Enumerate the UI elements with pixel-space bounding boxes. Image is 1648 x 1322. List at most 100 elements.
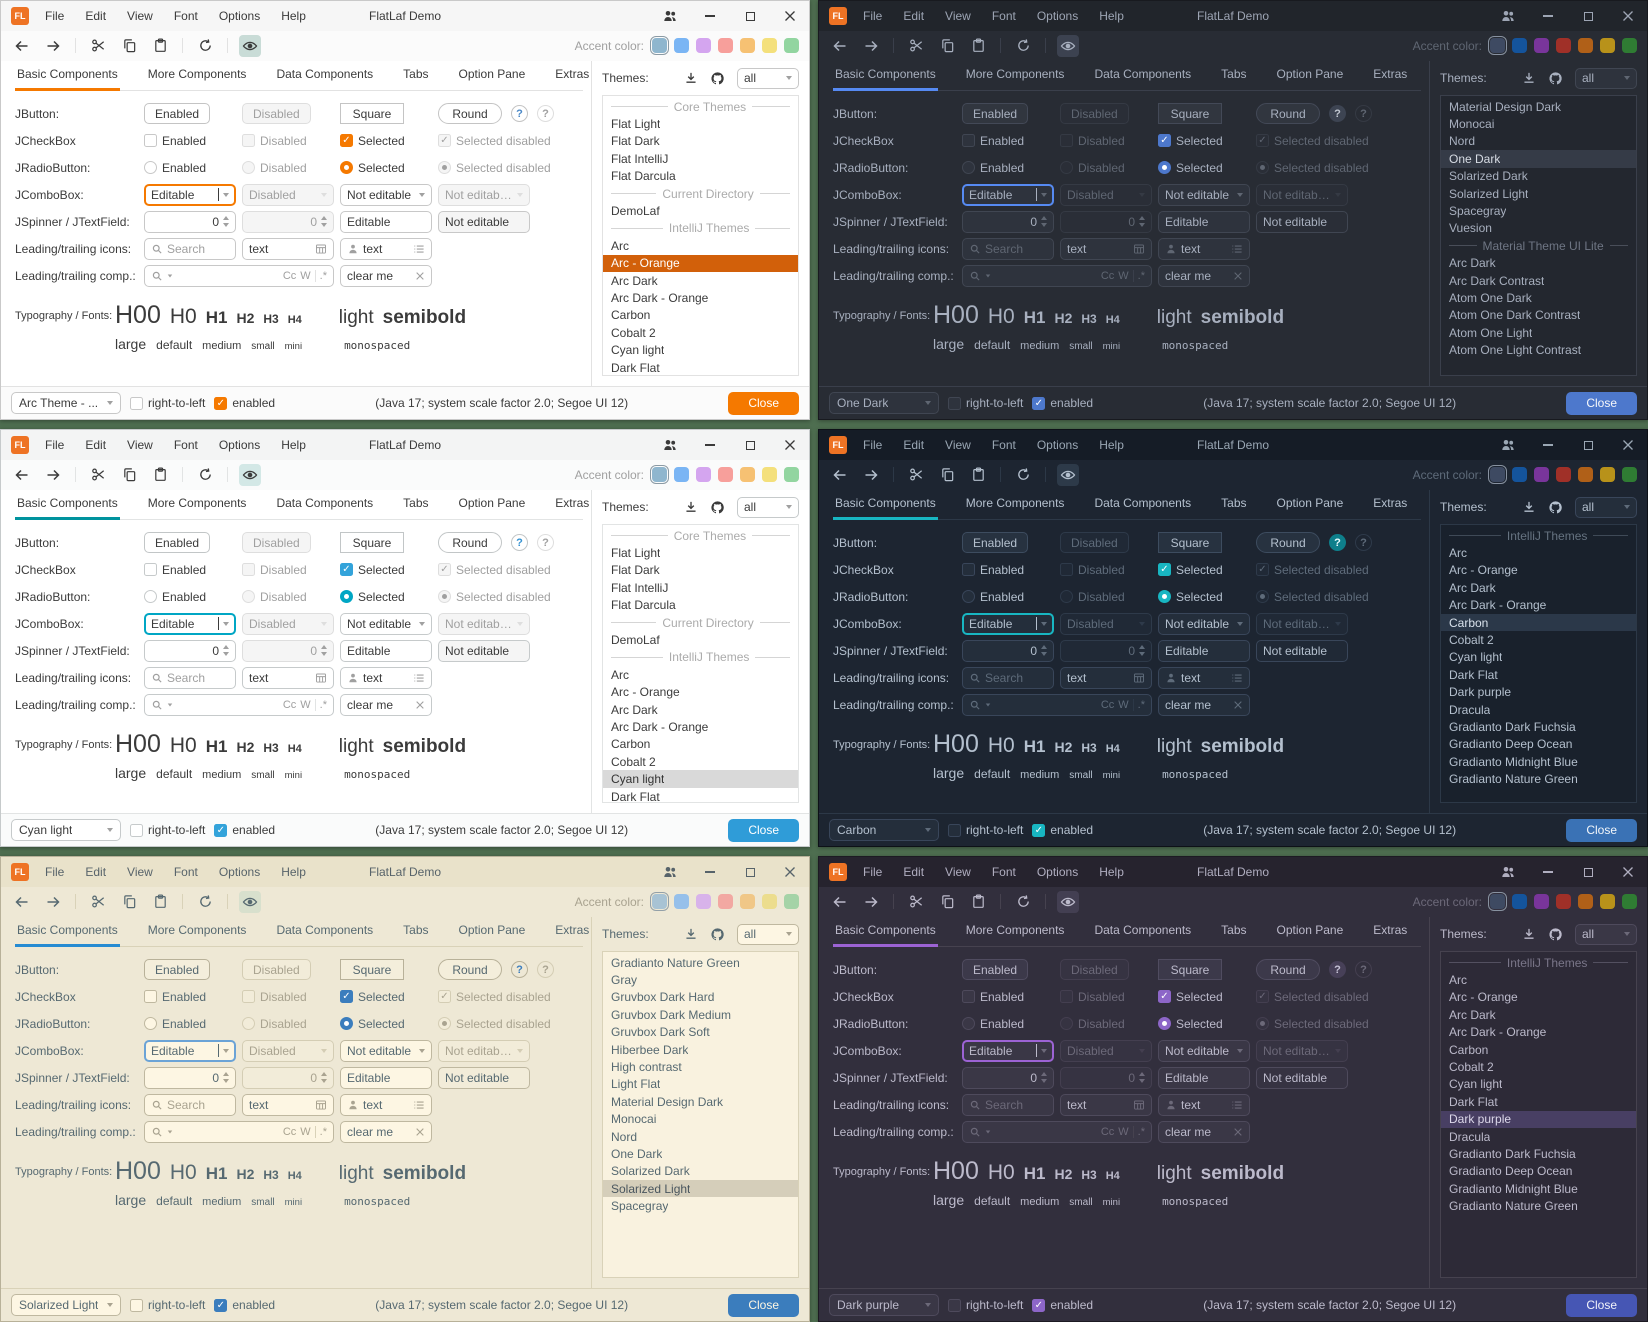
show-hidden-eye-toggle[interactable] (1057, 463, 1079, 486)
chevron-down-icon[interactable] (419, 621, 425, 626)
text-input-user-list[interactable]: text (340, 237, 432, 260)
theme-list-item[interactable]: Arc Dark - Orange (1441, 597, 1636, 614)
theme-list-item[interactable]: Material Design Dark (603, 1093, 798, 1110)
theme-list-item[interactable]: Gradianto Nature Green (603, 954, 798, 971)
spinner-arrows[interactable] (223, 1072, 229, 1083)
accent-color-swatch[interactable] (1556, 467, 1571, 482)
accent-color-swatch[interactable] (1600, 894, 1615, 909)
round-button[interactable]: Round (438, 532, 502, 553)
minimize-button[interactable] (1539, 436, 1557, 454)
menu-item[interactable]: Help (281, 9, 306, 23)
users-icon[interactable] (1499, 436, 1517, 454)
chevron-down-icon[interactable] (1624, 76, 1630, 80)
accent-color-swatch[interactable] (1578, 467, 1593, 482)
spinner-arrows[interactable] (1041, 645, 1047, 656)
tab[interactable]: Basic Components (833, 67, 938, 91)
menu-item[interactable]: Options (218, 865, 261, 879)
checkbox-checked[interactable] (1032, 1298, 1046, 1312)
theme-list-item[interactable]: Dark purple (1441, 684, 1636, 701)
theme-list-item[interactable]: High contrast (603, 1058, 798, 1075)
clear-x-icon[interactable] (415, 271, 425, 281)
cut-icon[interactable] (905, 891, 927, 913)
checkbox-enabled[interactable] (962, 990, 975, 1003)
tab[interactable]: Basic Components (15, 496, 120, 520)
radio-selected[interactable] (340, 161, 353, 174)
chevron-down-icon[interactable] (786, 932, 792, 936)
clear-me-input[interactable]: clear me (340, 693, 432, 716)
radio-enabled[interactable] (144, 161, 157, 174)
accent-color-swatch[interactable] (674, 467, 689, 482)
text-input-calendar[interactable]: text (242, 237, 334, 260)
theme-list-item[interactable]: IntelliJ Themes (603, 220, 798, 237)
download-icon[interactable] (684, 927, 698, 941)
users-icon[interactable] (1499, 863, 1517, 881)
tab[interactable]: Extras (555, 496, 590, 510)
theme-list-item[interactable]: DemoLaf (603, 202, 798, 219)
checkbox[interactable] (130, 1298, 143, 1312)
back-button[interactable] (11, 891, 33, 913)
themes-filter-select[interactable]: all (737, 67, 799, 89)
menu-item[interactable]: Edit (903, 9, 925, 23)
refresh-icon[interactable] (1012, 891, 1034, 913)
checkbox-selected[interactable] (1158, 563, 1171, 576)
textfield-editable[interactable]: Editable (340, 639, 432, 662)
text-input-user-list[interactable]: text (1158, 666, 1250, 689)
checkbox-enabled[interactable] (962, 563, 975, 576)
enabled-checkbox[interactable]: enabled (214, 823, 275, 837)
regex-toggle[interactable]: .* (1137, 1125, 1145, 1138)
theme-list-item[interactable]: Monocai (1441, 115, 1636, 132)
table-icon[interactable] (1133, 672, 1145, 684)
tab[interactable]: More Components (147, 496, 247, 510)
forward-button[interactable] (860, 464, 882, 486)
theme-list-item[interactable]: Flat Light (603, 544, 798, 561)
tab[interactable]: Option Pane (458, 496, 526, 510)
theme-list-item[interactable]: Arc Dark - Orange (1441, 1024, 1636, 1041)
search-icon[interactable] (151, 270, 163, 282)
text-input-calendar[interactable]: text (242, 666, 334, 689)
chevron-down-icon[interactable] (786, 505, 792, 509)
chevron-down-icon[interactable] (985, 1130, 991, 1133)
download-icon[interactable] (684, 500, 698, 514)
maximize-button[interactable] (741, 7, 759, 25)
search-input[interactable]: Search (962, 237, 1054, 260)
theme-list-item[interactable]: Gradianto Midnight Blue (1441, 1180, 1636, 1197)
theme-selector[interactable]: Cyan light (11, 819, 121, 841)
radio-enabled[interactable] (962, 590, 975, 603)
checkbox-checked[interactable] (1032, 396, 1046, 410)
list-icon[interactable] (413, 1099, 425, 1111)
accent-color-swatch[interactable] (696, 894, 711, 909)
search-input[interactable]: Search (144, 666, 236, 689)
combobox-editable[interactable]: Editable (962, 612, 1054, 635)
back-button[interactable] (11, 464, 33, 486)
theme-list-item[interactable]: IntelliJ Themes (1441, 527, 1636, 544)
spinner-value[interactable]: 0 (1030, 1070, 1037, 1085)
search-icon[interactable] (969, 270, 981, 282)
search-options-input[interactable]: Cc W .* (144, 264, 334, 287)
theme-list-item[interactable]: IntelliJ Themes (1441, 954, 1636, 971)
regex-toggle[interactable]: .* (1137, 269, 1145, 282)
theme-list-item[interactable]: Vuesion (1441, 220, 1636, 237)
checkbox-selected[interactable] (1158, 134, 1171, 147)
theme-selector[interactable]: Arc Theme - ... (11, 392, 121, 414)
theme-list-item[interactable]: Arc - Orange (603, 254, 798, 272)
table-icon[interactable] (315, 672, 327, 684)
theme-list-item[interactable]: Arc Dark (603, 272, 798, 289)
search-options-input[interactable]: Cc W .* (144, 693, 334, 716)
tab[interactable]: Data Components (1094, 67, 1192, 81)
theme-list-item[interactable]: One Dark (603, 1145, 798, 1162)
search-icon[interactable] (151, 1126, 163, 1138)
theme-list-item[interactable]: Flat Light (603, 115, 798, 132)
forward-button[interactable] (42, 464, 64, 486)
accent-color-swatch[interactable] (762, 38, 777, 53)
accent-color-swatch[interactable] (674, 38, 689, 53)
menu-item[interactable]: Options (218, 9, 261, 23)
accent-color-swatch[interactable] (1534, 894, 1549, 909)
right-to-left-checkbox[interactable]: right-to-left (130, 396, 205, 410)
enabled-button[interactable]: Enabled (962, 103, 1029, 124)
minimize-button[interactable] (1539, 863, 1557, 881)
round-button[interactable]: Round (438, 103, 502, 124)
theme-list-item[interactable]: Flat Dark (603, 562, 798, 579)
maximize-button[interactable] (1579, 863, 1597, 881)
maximize-button[interactable] (1579, 436, 1597, 454)
users-icon[interactable] (661, 436, 679, 454)
